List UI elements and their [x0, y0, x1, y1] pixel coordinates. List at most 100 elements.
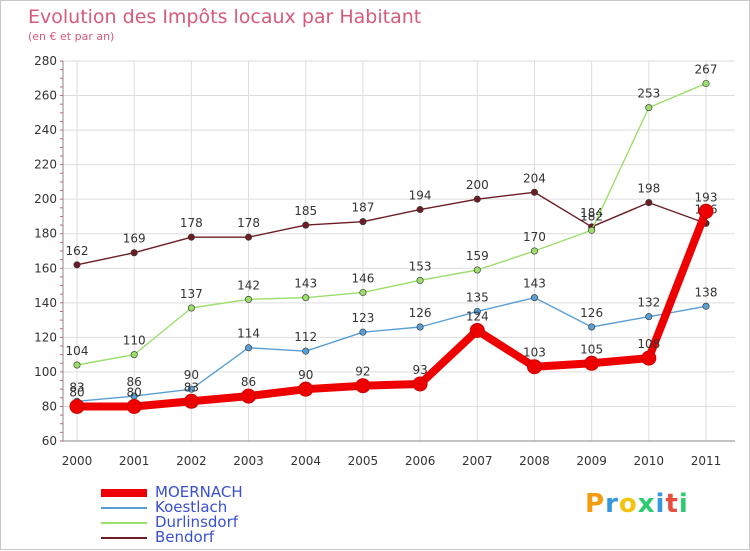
data-label-bendorf: 200: [466, 178, 489, 192]
legend-item-koestlach: Koestlach: [101, 500, 243, 515]
data-point-moernach: [183, 393, 199, 409]
data-label-durlinsdorf: 142: [237, 278, 260, 292]
data-label-koestlach: 90: [184, 368, 199, 382]
proxiti-logo: Proxiti: [585, 489, 689, 519]
x-tick-label: 2000: [62, 454, 93, 468]
data-point-durlinsdorf: [645, 104, 653, 112]
data-label-moernach: 108: [637, 337, 660, 351]
legend-item-durlinsdorf: Durlinsdorf: [101, 515, 243, 530]
y-tick-label: 180: [34, 227, 57, 241]
y-tick-label: 100: [34, 365, 57, 379]
data-label-durlinsdorf: 159: [466, 249, 489, 263]
x-tick-label: 2005: [348, 454, 379, 468]
data-label-durlinsdorf: 110: [123, 334, 146, 348]
data-label-durlinsdorf: 170: [523, 230, 546, 244]
data-label-moernach: 80: [127, 385, 142, 399]
data-point-bendorf: [130, 249, 138, 257]
data-point-moernach: [698, 203, 714, 219]
data-point-moernach: [298, 381, 314, 397]
data-point-bendorf: [645, 199, 653, 207]
legend-swatch-bendorf: [101, 536, 147, 539]
x-tick-label: 2011: [691, 454, 722, 468]
data-point-koestlach: [416, 323, 424, 331]
logo-letter: r: [605, 489, 619, 519]
data-point-koestlach: [302, 347, 310, 355]
data-label-durlinsdorf: 182: [580, 209, 603, 223]
x-tick-label: 2003: [233, 454, 264, 468]
data-label-durlinsdorf: 104: [66, 344, 89, 358]
data-label-moernach: 80: [69, 385, 84, 399]
data-point-durlinsdorf: [530, 247, 538, 255]
data-point-koestlach: [245, 344, 253, 352]
data-point-bendorf: [73, 261, 81, 269]
logo-letter: i: [655, 489, 666, 519]
data-label-bendorf: 178: [237, 216, 260, 230]
data-point-bendorf: [530, 188, 538, 196]
data-label-bendorf: 185: [294, 204, 317, 218]
legend-swatch-moernach: [101, 488, 147, 497]
data-point-moernach: [641, 350, 657, 366]
data-label-durlinsdorf: 137: [180, 287, 203, 301]
x-tick-label: 2002: [176, 454, 207, 468]
data-label-moernach: 86: [241, 375, 256, 389]
logo-letter: P: [585, 489, 606, 519]
data-point-koestlach: [473, 307, 481, 315]
legend-label-koestlach: Koestlach: [155, 498, 228, 516]
data-point-bendorf: [245, 233, 253, 241]
data-label-bendorf: 187: [351, 201, 374, 215]
data-point-moernach: [469, 322, 485, 338]
data-point-koestlach: [359, 328, 367, 336]
y-tick-label: 120: [34, 330, 57, 344]
legend-swatch-koestlach: [101, 506, 147, 509]
data-label-bendorf: 184: [580, 206, 603, 220]
data-point-bendorf: [187, 233, 195, 241]
data-label-moernach: 105: [580, 342, 603, 356]
data-point-durlinsdorf: [359, 288, 367, 296]
data-label-bendorf: 162: [66, 244, 89, 258]
data-point-moernach: [584, 355, 600, 371]
y-tick-label: 60: [42, 434, 57, 448]
data-label-moernach: 193: [695, 190, 718, 204]
data-point-durlinsdorf: [588, 226, 596, 234]
data-point-koestlach: [187, 385, 195, 393]
data-label-koestlach: 126: [580, 306, 603, 320]
data-label-bendorf: 198: [637, 182, 660, 196]
data-point-moernach: [241, 388, 257, 404]
data-point-moernach: [412, 376, 428, 392]
series-line-durlinsdorf: [76, 82, 707, 366]
data-point-durlinsdorf: [302, 294, 310, 302]
data-point-bendorf: [302, 221, 310, 229]
data-label-koestlach: 138: [695, 285, 718, 299]
legend-label-bendorf: Bendorf: [155, 528, 215, 546]
y-tick-label: 260: [34, 89, 57, 103]
logo-letter: t: [665, 489, 679, 519]
data-label-koestlach: 123: [351, 311, 374, 325]
data-label-durlinsdorf: 253: [637, 87, 660, 101]
chart-subtitle: (en € et par an): [28, 30, 115, 43]
data-label-koestlach: 114: [237, 327, 260, 341]
legend-label-moernach: MOERNACH: [155, 483, 243, 501]
data-label-moernach: 103: [523, 346, 546, 360]
logo-letter: x: [637, 489, 656, 519]
y-tick-label: 220: [34, 158, 57, 172]
plot-area: [63, 61, 735, 441]
data-label-bendorf: 194: [409, 189, 432, 203]
data-label-moernach: 90: [298, 368, 313, 382]
x-tick-label: 2008: [519, 454, 550, 468]
data-point-bendorf: [473, 195, 481, 203]
data-label-koestlach: 112: [294, 330, 317, 344]
x-tick-label: 2009: [576, 454, 607, 468]
data-point-moernach: [526, 359, 542, 375]
legend-item-moernach: MOERNACH: [101, 485, 243, 500]
x-tick-label: 2007: [462, 454, 493, 468]
data-point-moernach: [69, 398, 85, 414]
data-label-durlinsdorf: 143: [294, 277, 317, 291]
data-label-koestlach: 143: [523, 277, 546, 291]
data-label-bendorf: 204: [523, 171, 546, 185]
data-point-koestlach: [702, 302, 710, 310]
x-tick-label: 2010: [634, 454, 665, 468]
data-point-koestlach: [530, 294, 538, 302]
series-line-koestlach: [76, 296, 707, 402]
